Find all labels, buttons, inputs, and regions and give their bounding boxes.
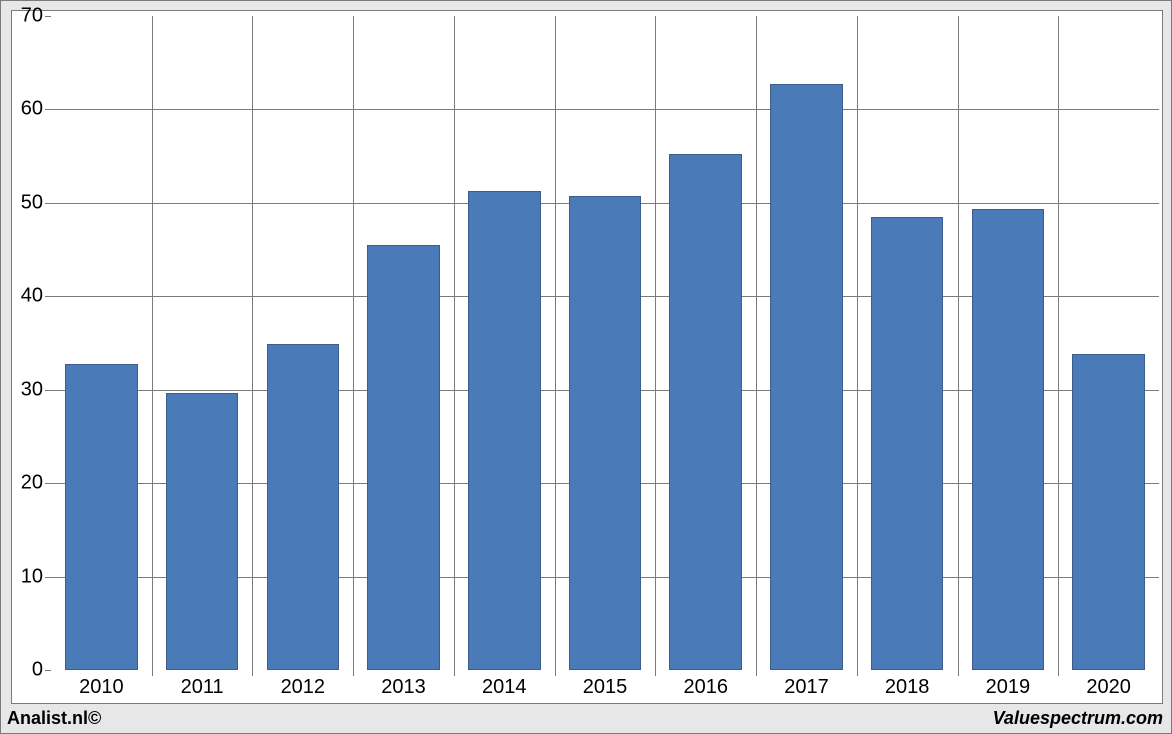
bar	[468, 191, 541, 670]
x-tick-mark	[756, 670, 757, 676]
x-tick-label: 2020	[1086, 670, 1131, 699]
plot-area: 0102030405060702010201120122013201420152…	[51, 16, 1159, 670]
bar	[871, 217, 944, 670]
bar	[65, 364, 138, 670]
chart-container: 0102030405060702010201120122013201420152…	[0, 0, 1172, 734]
x-tick-label: 2010	[79, 670, 124, 699]
gridline-vertical	[252, 16, 253, 670]
x-tick-mark	[555, 670, 556, 676]
y-tick-mark	[45, 577, 51, 578]
x-tick-label: 2011	[181, 670, 224, 699]
gridline-vertical	[756, 16, 757, 670]
y-tick-mark	[45, 16, 51, 17]
x-tick-mark	[152, 670, 153, 676]
footer-left: Analist.nl©	[7, 708, 101, 729]
x-tick-mark	[252, 670, 253, 676]
x-tick-label: 2014	[482, 670, 527, 699]
x-tick-label: 2012	[281, 670, 326, 699]
y-tick-mark	[45, 109, 51, 110]
gridline-vertical	[555, 16, 556, 670]
y-tick-mark	[45, 390, 51, 391]
x-tick-mark	[1058, 670, 1059, 676]
x-tick-label: 2015	[583, 670, 628, 699]
y-tick-mark	[45, 483, 51, 484]
x-tick-mark	[655, 670, 656, 676]
gridline-vertical	[857, 16, 858, 670]
gridline-horizontal	[51, 109, 1159, 110]
gridline-vertical	[958, 16, 959, 670]
bar	[569, 196, 642, 670]
x-tick-label: 2013	[381, 670, 426, 699]
gridline-vertical	[1058, 16, 1059, 670]
bar	[669, 154, 742, 670]
x-tick-label: 2018	[885, 670, 930, 699]
x-tick-mark	[454, 670, 455, 676]
x-tick-mark	[857, 670, 858, 676]
x-tick-mark	[958, 670, 959, 676]
y-tick-mark	[45, 670, 51, 671]
y-tick-mark	[45, 203, 51, 204]
x-tick-label: 2019	[986, 670, 1031, 699]
gridline-vertical	[152, 16, 153, 670]
bar	[367, 245, 440, 670]
bar	[972, 209, 1045, 670]
x-tick-mark	[353, 670, 354, 676]
gridline-vertical	[454, 16, 455, 670]
bar	[166, 393, 239, 670]
footer-right: Valuespectrum.com	[993, 708, 1163, 729]
bar	[267, 344, 340, 670]
gridline-vertical	[655, 16, 656, 670]
x-tick-label: 2017	[784, 670, 829, 699]
bar	[1072, 354, 1145, 670]
y-tick-mark	[45, 296, 51, 297]
gridline-vertical	[353, 16, 354, 670]
bar	[770, 84, 843, 670]
x-tick-label: 2016	[683, 670, 728, 699]
